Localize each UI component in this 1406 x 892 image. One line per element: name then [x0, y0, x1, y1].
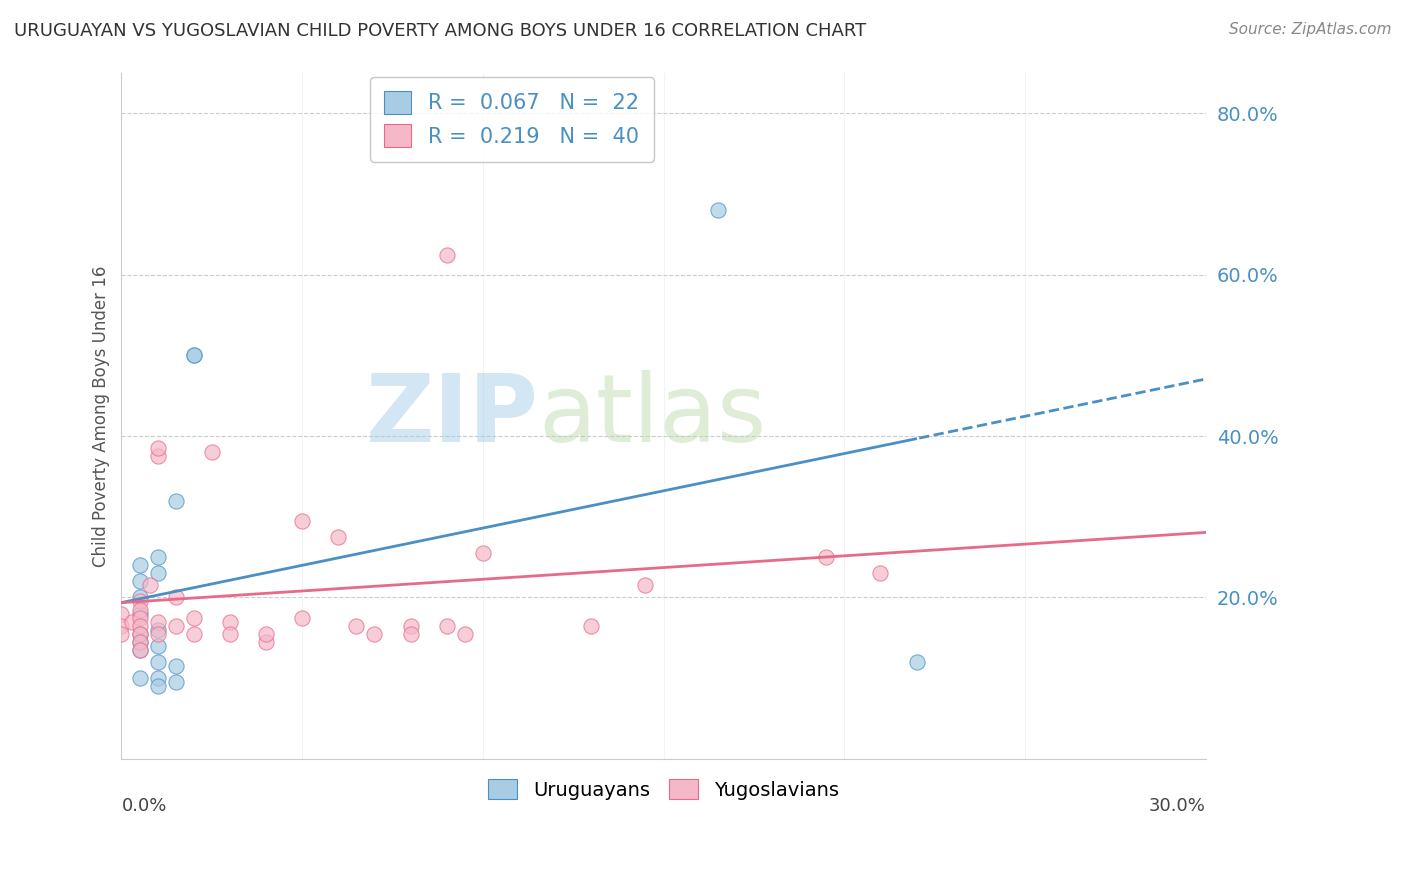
Point [146, 566, 169, 581]
Point [146, 449, 169, 463]
Point [254, 634, 277, 648]
Point [146, 441, 169, 455]
Point [128, 558, 150, 573]
Point [454, 626, 477, 640]
Point [146, 679, 169, 693]
Legend: R =  0.067   N =  22, R =  0.219   N =  40: R = 0.067 N = 22, R = 0.219 N = 40 [370, 77, 654, 161]
Point [183, 348, 205, 362]
Point [146, 639, 169, 653]
Point [254, 626, 277, 640]
Point [183, 348, 205, 362]
Point [146, 623, 169, 637]
Point [128, 671, 150, 685]
Point [146, 615, 169, 629]
Point [291, 610, 314, 624]
Text: Source: ZipAtlas.com: Source: ZipAtlas.com [1229, 22, 1392, 37]
Point [146, 655, 169, 669]
Text: atlas: atlas [538, 370, 768, 462]
Point [344, 618, 367, 632]
Point [399, 618, 422, 632]
Y-axis label: Child Poverty Among Boys Under 16: Child Poverty Among Boys Under 16 [93, 265, 110, 566]
Point [165, 675, 187, 690]
Point [146, 550, 169, 565]
Point [815, 550, 838, 565]
Point [183, 610, 205, 624]
Text: URUGUAYAN VS YUGOSLAVIAN CHILD POVERTY AMONG BOYS UNDER 16 CORRELATION CHART: URUGUAYAN VS YUGOSLAVIAN CHILD POVERTY A… [14, 22, 866, 40]
Point [128, 643, 150, 657]
Point [436, 618, 458, 632]
Text: 0.0%: 0.0% [121, 797, 167, 814]
Point [201, 445, 224, 459]
Point [471, 546, 494, 560]
Point [128, 626, 150, 640]
Point [165, 591, 187, 605]
Point [581, 618, 603, 632]
Point [291, 514, 314, 528]
Point [128, 634, 150, 648]
Point [706, 203, 728, 218]
Point [165, 493, 187, 508]
Point [399, 626, 422, 640]
Text: ZIP: ZIP [366, 370, 538, 462]
Point [139, 578, 162, 592]
Point [146, 671, 169, 685]
Point [128, 607, 150, 621]
Point [165, 659, 187, 673]
Point [128, 610, 150, 624]
Point [328, 530, 350, 544]
Point [128, 643, 150, 657]
Point [634, 578, 657, 592]
Point [128, 634, 150, 648]
Point [128, 594, 150, 608]
Point [128, 574, 150, 589]
Point [110, 618, 132, 632]
Point [110, 626, 132, 640]
Point [110, 607, 132, 621]
Point [128, 591, 150, 605]
Point [869, 566, 891, 581]
Point [183, 626, 205, 640]
Point [905, 655, 928, 669]
Point [128, 618, 150, 632]
Point [146, 626, 169, 640]
Point [218, 626, 240, 640]
Point [436, 247, 458, 261]
Point [128, 626, 150, 640]
Point [165, 618, 187, 632]
Point [121, 615, 143, 629]
Point [363, 626, 385, 640]
Point [128, 602, 150, 616]
Text: 30.0%: 30.0% [1149, 797, 1206, 814]
Point [218, 615, 240, 629]
